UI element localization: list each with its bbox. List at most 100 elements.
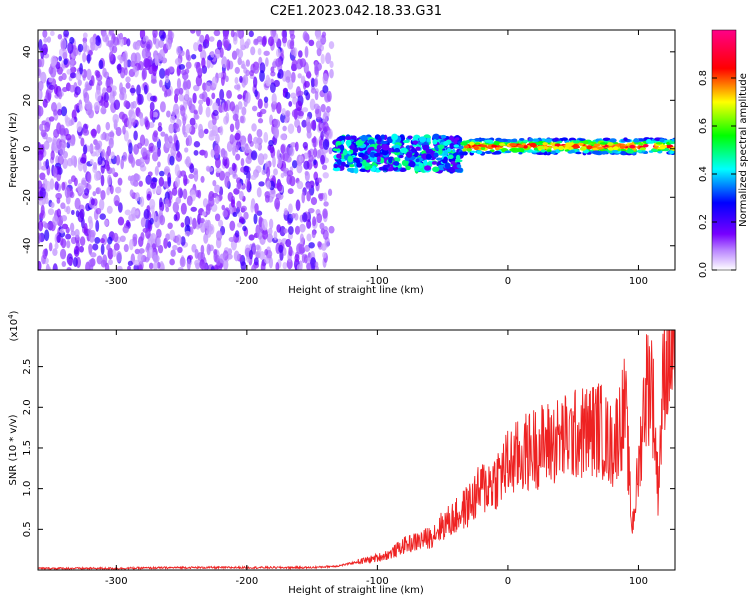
heatmap-cell: [362, 159, 367, 167]
heatmap-cell: [302, 212, 308, 223]
heatmap-cell: [320, 53, 325, 65]
heatmap-cell: [71, 175, 76, 183]
heatmap-cell: [65, 226, 70, 234]
heatmap-cell: [69, 84, 76, 93]
heatmap-cell: [261, 36, 267, 47]
heatmap-cell: [238, 190, 244, 201]
heatmap-cell: [179, 50, 185, 57]
heatmap-cell: [61, 248, 67, 259]
heatmap-cell: [194, 248, 199, 260]
heatmap-cell: [285, 146, 291, 159]
heatmap-cell: [407, 135, 413, 140]
heatmap-cell: [277, 68, 284, 80]
heatmap-cell: [437, 144, 445, 150]
heatmap-cell: [321, 164, 328, 170]
heatmap-cell: [132, 100, 137, 109]
heatmap-cell: [333, 163, 339, 169]
heatmap-cell: [315, 40, 323, 49]
heatmap-cell: [259, 250, 266, 261]
heatmap-cell: [550, 150, 557, 155]
heatmap-cell: [369, 151, 376, 158]
heatmap-cell: [504, 150, 512, 154]
heatmap-cell: [271, 105, 276, 113]
heatmap-cell: [154, 54, 159, 66]
heatmap-cell: [208, 224, 215, 235]
heatmap-cell: [197, 44, 203, 52]
heatmap-cell: [491, 144, 498, 148]
heatmap-cell: [278, 158, 283, 166]
heatmap-cell: [393, 161, 400, 166]
heatmap-cell: [376, 144, 382, 151]
heatmap-cell: [57, 155, 64, 166]
heatmap-cell: [572, 144, 578, 148]
heatmap-cell: [158, 122, 162, 128]
heatmap-cell: [305, 116, 311, 127]
heatmap-cell: [408, 161, 416, 168]
heatmap-cell: [239, 115, 245, 124]
heatmap-cell: [320, 130, 324, 141]
heatmap-cell: [299, 223, 306, 233]
heatmap-cell: [119, 37, 124, 47]
heatmap-cell: [612, 146, 619, 151]
heatmap-cell: [493, 150, 502, 155]
heatmap-cell: [125, 219, 130, 228]
heatmap-cell: [139, 196, 145, 208]
heatmap-cell: [281, 30, 287, 38]
heatmap-cell: [122, 52, 128, 63]
heatmap-cell: [388, 156, 393, 164]
heatmap-cell: [216, 230, 223, 241]
heatmap-cell: [283, 228, 288, 234]
heatmap-cell: [74, 86, 81, 96]
heatmap-cell: [206, 96, 211, 107]
heatmap-cell: [106, 187, 111, 196]
heatmap-cell: [108, 137, 114, 149]
heatmap-cell: [288, 203, 293, 214]
heatmap-cell: [173, 214, 178, 222]
heatmap-cell: [462, 151, 468, 156]
heatmap-cell: [146, 193, 151, 201]
heatmap-cell: [414, 165, 421, 172]
heatmap-cell: [170, 146, 177, 157]
heatmap-cell: [267, 227, 273, 236]
heatmap-cell: [395, 157, 401, 163]
heatmap-cell: [222, 209, 228, 218]
heatmap-cell: [432, 166, 440, 173]
heatmap-cell: [572, 140, 580, 144]
heatmap-cell: [83, 222, 88, 234]
heatmap-cell: [280, 172, 285, 179]
heatmap-cell: [328, 41, 335, 50]
heatmap-cell: [125, 82, 131, 89]
heatmap-cell: [193, 150, 199, 156]
heatmap-cell: [254, 202, 259, 214]
heatmap-cell: [314, 77, 319, 88]
heatmap-cell: [296, 164, 303, 174]
heatmap-cell: [193, 170, 199, 182]
heatmap-cell: [114, 186, 122, 194]
heatmap-cell: [353, 167, 359, 174]
heatmap-cell: [130, 156, 136, 168]
heatmap-cell: [59, 228, 65, 234]
top-x-tick-label: -100: [366, 276, 389, 287]
heatmap-cell: [250, 150, 258, 161]
heatmap-cell: [342, 149, 348, 156]
heatmap-cell: [76, 121, 82, 133]
heatmap-cell: [38, 68, 41, 77]
heatmap-cell: [310, 120, 316, 130]
heatmap-cell: [267, 36, 274, 47]
y-multiplier-close: ): [9, 310, 20, 314]
heatmap-cell: [105, 150, 109, 161]
heatmap-cell: [446, 147, 452, 153]
heatmap-cell: [193, 42, 199, 52]
heatmap-cell: [602, 137, 610, 142]
heatmap-cell: [156, 237, 161, 247]
heatmap-cell: [509, 143, 517, 147]
heatmap-cell: [578, 142, 584, 146]
heatmap-cell: [256, 187, 262, 198]
heatmap-cell: [62, 87, 68, 93]
heatmap-cell: [234, 76, 239, 85]
heatmap-cell: [267, 77, 272, 87]
heatmap-cell: [99, 198, 105, 211]
heatmap-cell: [325, 52, 332, 65]
heatmap-cell: [164, 168, 170, 174]
heatmap-cell: [261, 169, 267, 176]
